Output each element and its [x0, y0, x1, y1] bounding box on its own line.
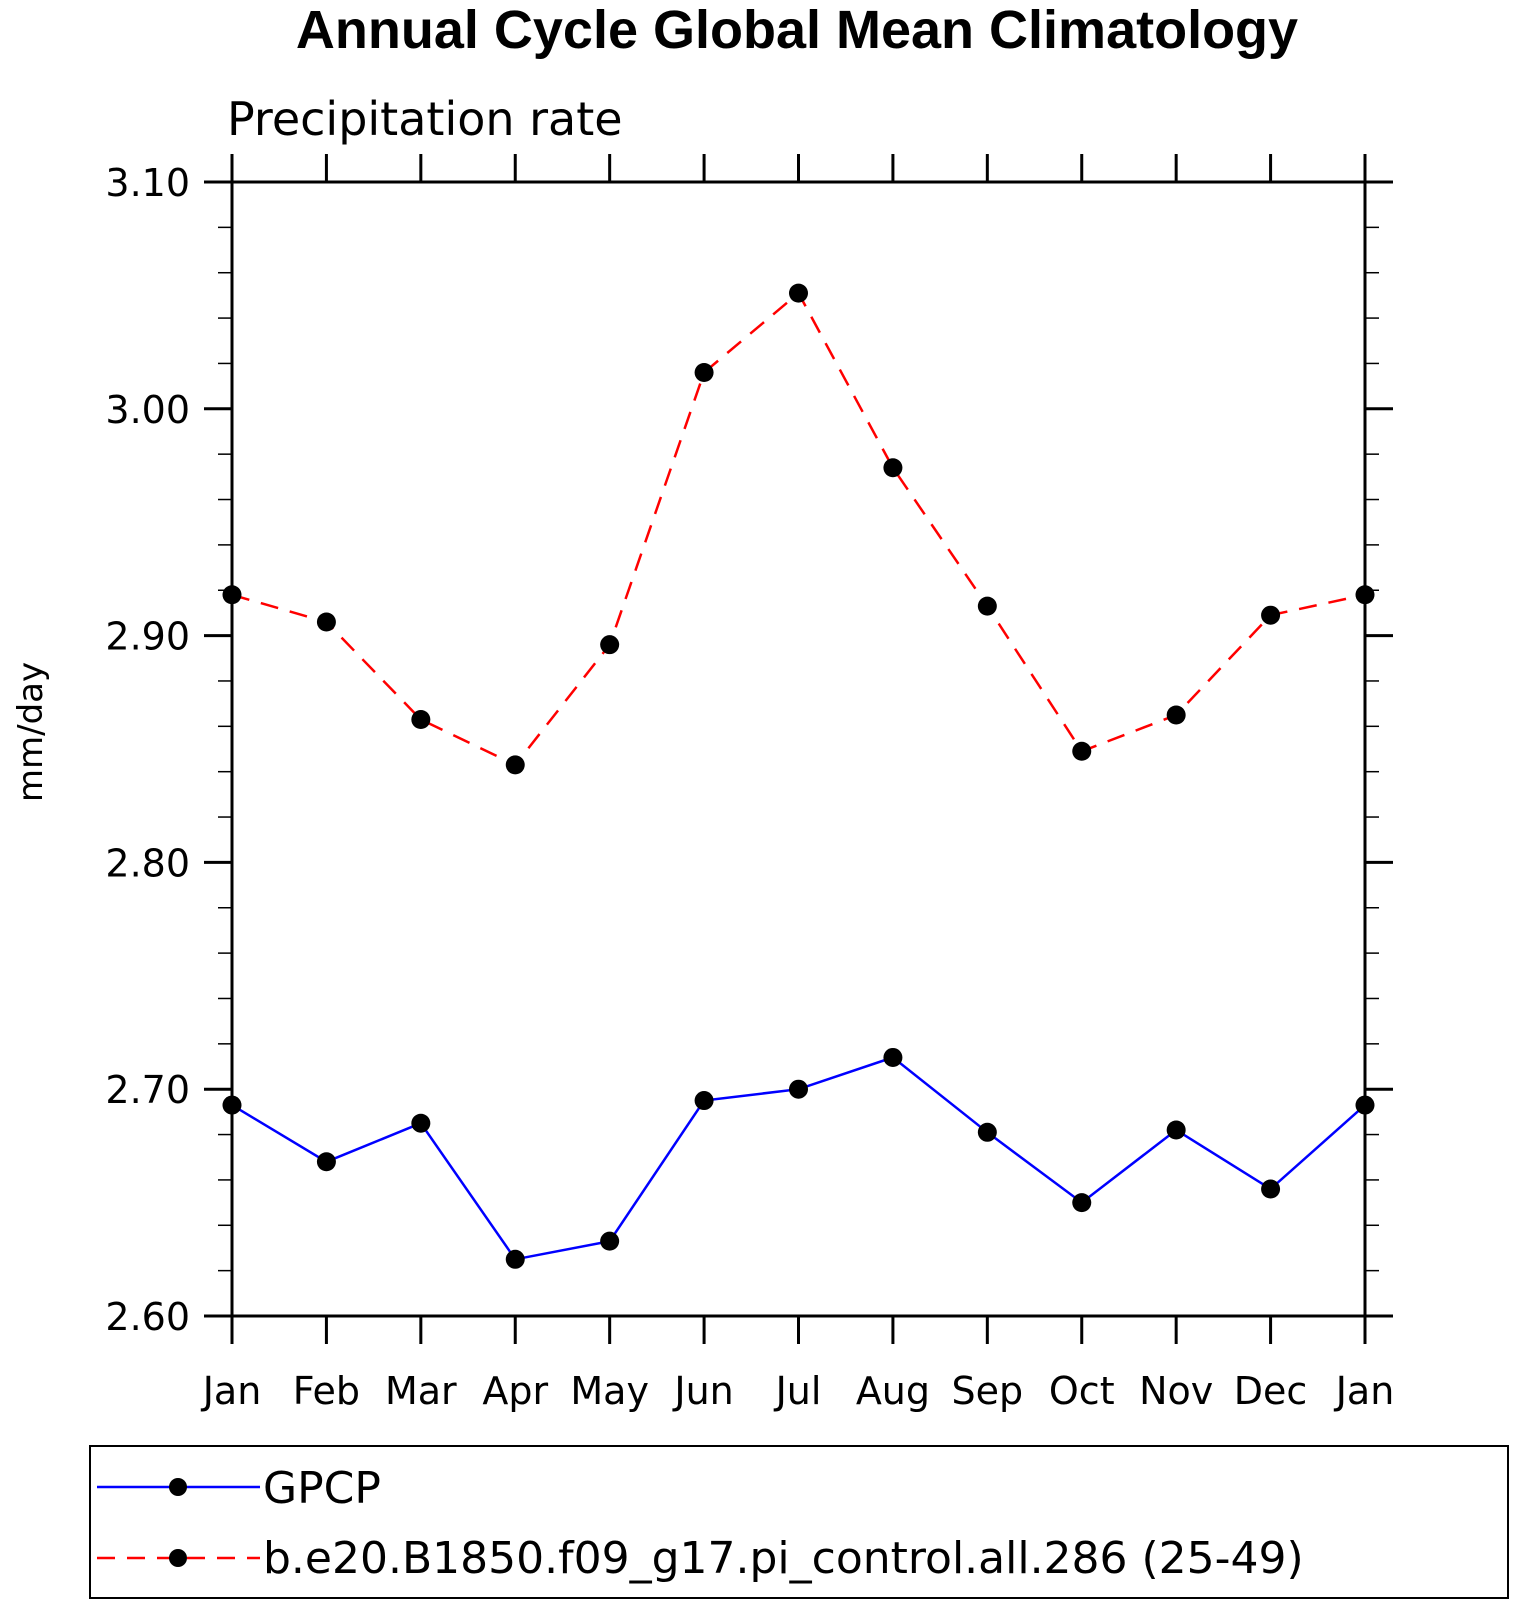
data-point: [1072, 1193, 1092, 1213]
x-tick-label: Sep: [952, 1369, 1024, 1413]
axis-ticks: [204, 154, 1393, 1344]
legend-label-gpcp: GPCP: [263, 1463, 381, 1514]
x-tick-label: Dec: [1234, 1369, 1308, 1413]
x-tick-label: Jun: [672, 1369, 733, 1413]
data-point: [222, 585, 242, 605]
x-tick-label: Oct: [1049, 1369, 1115, 1413]
x-tick-label: Aug: [856, 1369, 930, 1413]
data-point: [977, 1122, 997, 1142]
data-point: [1261, 1179, 1281, 1199]
plot-frame: [230, 180, 1367, 1318]
y-tick-labels: 2.60 2.70 2.80 2.90 3.00 3.10: [105, 161, 190, 1339]
legend-marker-model: [169, 1549, 187, 1567]
data-point: [600, 635, 620, 655]
data-point: [694, 363, 714, 383]
data-point: [1261, 605, 1281, 625]
legend-box: [89, 1445, 1509, 1599]
x-tick-label: Feb: [293, 1369, 360, 1413]
x-tick-label: Nov: [1139, 1369, 1213, 1413]
data-point: [789, 1079, 808, 1099]
y-tick-label: 2.80: [105, 841, 190, 885]
data-point: [694, 1091, 714, 1111]
data-point: [316, 1152, 336, 1172]
data-point: [789, 283, 808, 303]
y-tick-label: 3.00: [105, 388, 190, 432]
x-tick-label: Apr: [482, 1369, 548, 1413]
y-tick-label: 3.10: [105, 161, 190, 205]
series-line-1: [231, 291, 1366, 767]
legend-marker-gpcp: [169, 1478, 187, 1496]
data-point: [1166, 1120, 1186, 1140]
y-tick-label: 2.90: [105, 615, 190, 659]
x-tick-label: Jan: [1334, 1369, 1395, 1413]
x-tick-label: Mar: [385, 1369, 457, 1413]
chart-subtitle: Precipitation rate: [227, 92, 623, 146]
data-point: [222, 1095, 242, 1115]
data-point: [1355, 585, 1375, 605]
data-point: [411, 710, 431, 730]
legend-label-model: b.e20.B1850.f09_g17.pi_control.all.286 (…: [263, 1533, 1304, 1584]
series-layer: [222, 283, 1375, 1269]
data-point: [505, 755, 525, 775]
x-tick-labels: Jan Feb Mar Apr May Jun Jul Aug Sep Oct Nov Dec Jan: [201, 1369, 1395, 1413]
data-point: [505, 1249, 525, 1269]
data-point: [600, 1231, 620, 1251]
data-point: [1355, 1095, 1375, 1115]
chart-title: Annual Cycle Global Mean Climatology: [296, 0, 1298, 60]
data-point: [411, 1113, 431, 1133]
data-point: [883, 458, 903, 478]
data-point: [977, 596, 997, 616]
y-axis-label: mm/day: [11, 662, 51, 802]
x-tick-label: Jul: [774, 1369, 822, 1413]
y-tick-label: 2.70: [105, 1068, 190, 1112]
x-tick-label: Jan: [201, 1369, 262, 1413]
data-point: [883, 1047, 903, 1067]
x-tick-label: May: [570, 1369, 649, 1413]
legend-item-model: b.e20.B1850.f09_g17.pi_control.all.286 (…: [97, 1533, 1304, 1584]
y-tick-label: 2.60: [105, 1295, 190, 1339]
data-point: [316, 612, 336, 632]
legend-item-gpcp: GPCP: [97, 1463, 381, 1514]
data-point: [1072, 741, 1092, 761]
data-point: [1166, 705, 1186, 725]
